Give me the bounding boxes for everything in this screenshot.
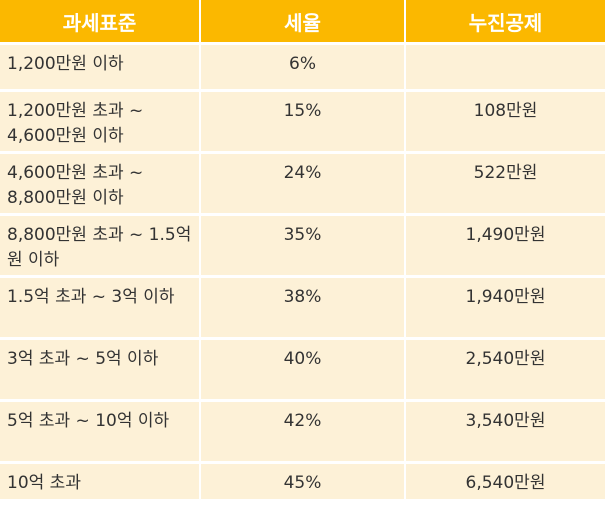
- cell-tax-rate: 40%: [200, 338, 406, 402]
- table-row: 8,800만원 초과 ~ 1.5억원 이하 35% 1,490만원: [0, 214, 605, 278]
- cell-deduction: 6,540만원: [405, 462, 605, 499]
- cell-tax-rate: 6%: [200, 43, 406, 92]
- table-body: 1,200만원 이하 6% 1,200만원 초과 ~ 4,600만원 이하 15…: [0, 43, 605, 499]
- cell-tax-rate: 15%: [200, 90, 406, 154]
- cell-tax-base: 1.5억 초과 ~ 3억 이하: [0, 276, 201, 340]
- header-row: 과세표준 세율 누진공제: [0, 0, 605, 45]
- cell-deduction: 2,540만원: [405, 338, 605, 402]
- header-tax-base: 과세표준: [0, 0, 201, 45]
- cell-tax-base: 3억 초과 ~ 5억 이하: [0, 338, 201, 402]
- cell-deduction: 1,940만원: [405, 276, 605, 340]
- cell-tax-base: 5억 초과 ~ 10억 이하: [0, 400, 201, 464]
- tax-rate-table: 과세표준 세율 누진공제 1,200만원 이하 6% 1,200만원 초과 ~ …: [0, 0, 605, 499]
- cell-deduction: 3,540만원: [405, 400, 605, 464]
- cell-tax-base: 1,200만원 초과 ~ 4,600만원 이하: [0, 90, 201, 154]
- table-row: 1.5억 초과 ~ 3억 이하 38% 1,940만원: [0, 276, 605, 340]
- cell-deduction: [405, 43, 605, 92]
- table-row: 3억 초과 ~ 5억 이하 40% 2,540만원: [0, 338, 605, 402]
- table-row: 10억 초과 45% 6,540만원: [0, 462, 605, 499]
- cell-tax-rate: 45%: [200, 462, 406, 499]
- cell-tax-base: 8,800만원 초과 ~ 1.5억원 이하: [0, 214, 201, 278]
- cell-tax-rate: 24%: [200, 152, 406, 216]
- header-tax-rate: 세율: [200, 0, 406, 45]
- table-header: 과세표준 세율 누진공제: [0, 0, 605, 45]
- cell-tax-base: 1,200만원 이하: [0, 43, 201, 92]
- cell-deduction: 1,490만원: [405, 214, 605, 278]
- cell-deduction: 108만원: [405, 90, 605, 154]
- cell-tax-rate: 42%: [200, 400, 406, 464]
- table-row: 1,200만원 이하 6%: [0, 43, 605, 92]
- table-row: 4,600만원 초과 ~ 8,800만원 이하 24% 522만원: [0, 152, 605, 216]
- cell-tax-rate: 35%: [200, 214, 406, 278]
- cell-tax-base: 4,600만원 초과 ~ 8,800만원 이하: [0, 152, 201, 216]
- cell-deduction: 522만원: [405, 152, 605, 216]
- table-row: 1,200만원 초과 ~ 4,600만원 이하 15% 108만원: [0, 90, 605, 154]
- cell-tax-base: 10억 초과: [0, 462, 201, 499]
- table-row: 5억 초과 ~ 10억 이하 42% 3,540만원: [0, 400, 605, 464]
- header-progressive-deduction: 누진공제: [405, 0, 605, 45]
- cell-tax-rate: 38%: [200, 276, 406, 340]
